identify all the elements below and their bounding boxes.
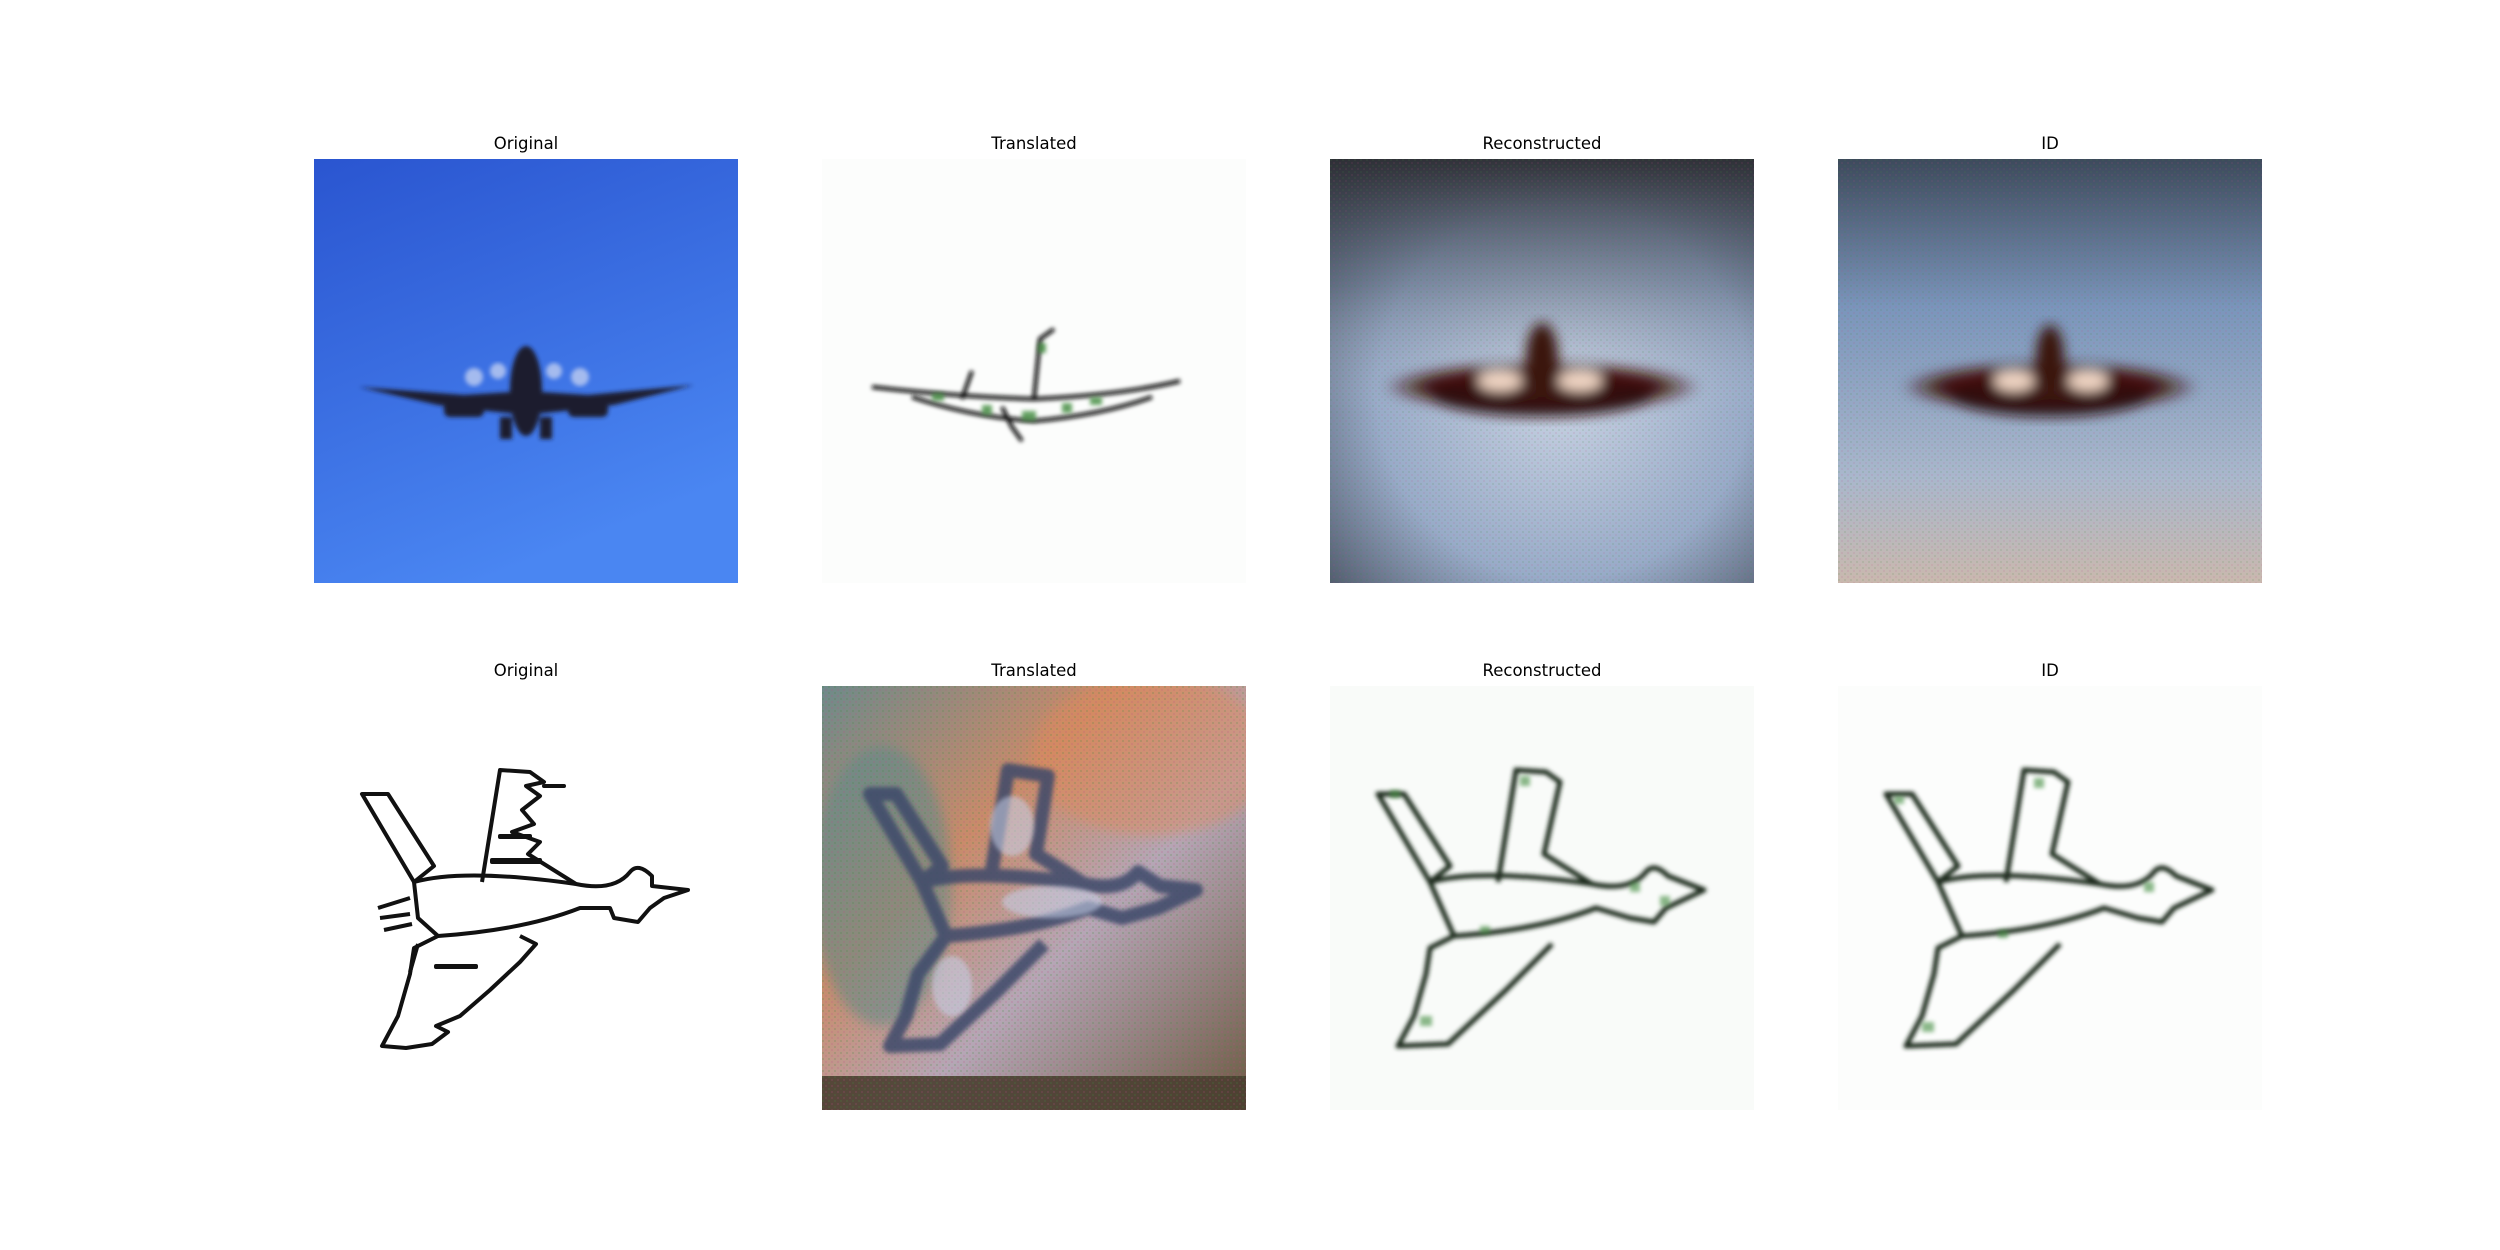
panel-title: Translated	[991, 661, 1077, 680]
original-jet-sketch	[314, 686, 738, 1110]
original-airplane-photo	[314, 159, 738, 583]
panel-title: Reconstructed	[1482, 661, 1602, 680]
id-airplane-photo	[1838, 159, 2262, 583]
panel-title: Reconstructed	[1482, 134, 1602, 153]
panel-title: Original	[493, 661, 559, 680]
panel-title: Translated	[991, 134, 1077, 153]
panel-title: ID	[2041, 134, 2059, 153]
reconstructed-airplane-photo	[1330, 159, 1754, 583]
id-jet-sketch	[1838, 686, 2262, 1110]
translated-jet-photo	[822, 686, 1246, 1110]
panel-title: Original	[493, 134, 559, 153]
translated-airplane-sketch	[822, 159, 1246, 583]
reconstructed-jet-sketch	[1330, 686, 1754, 1110]
panel-title: ID	[2041, 661, 2059, 680]
